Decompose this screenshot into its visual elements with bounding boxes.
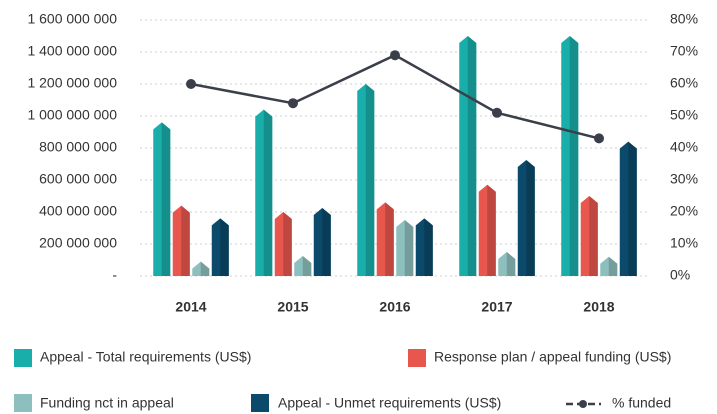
bar-shade	[302, 256, 312, 276]
y2-tick-label: 10%	[670, 235, 698, 251]
legend-label: % funded	[612, 395, 671, 411]
y-tick-label: 600 000 000	[39, 171, 117, 187]
y-tick-label: 400 000 000	[39, 203, 117, 219]
y-tick-label: 1 200 000 000	[27, 75, 117, 91]
bar-shade	[220, 218, 229, 276]
bar-shade	[200, 261, 210, 276]
legend-swatch	[14, 394, 32, 412]
y-tick-label: 1 400 000 000	[27, 43, 117, 59]
legend-dot	[579, 400, 587, 408]
y-tick-label: 200 000 000	[39, 235, 117, 251]
legend-label: Appeal - Unmet requirements (US$)	[278, 395, 501, 411]
bar-shade	[263, 109, 273, 276]
legend-swatch	[14, 349, 32, 367]
x-tick-label: 2014	[175, 299, 206, 315]
bar-shade	[608, 256, 618, 276]
legend-label: Appeal - Total requirements (US$)	[40, 349, 251, 365]
legend-label: Response plan / appeal funding (US$)	[434, 349, 671, 365]
y-tick-label: 1 000 000 000	[27, 107, 117, 123]
y2-tick-label: 0%	[670, 267, 690, 283]
x-tick-label: 2018	[583, 299, 614, 315]
bar-shade	[322, 208, 331, 276]
bar-shade	[506, 252, 516, 276]
bar-shade	[526, 160, 535, 276]
y2-tick-label: 20%	[670, 203, 698, 219]
x-tick-label: 2017	[481, 299, 512, 315]
y-tick-label: 1 600 000 000	[27, 11, 117, 27]
legend-swatch	[251, 394, 269, 412]
line	[190, 53, 600, 140]
bar-shade	[467, 36, 477, 276]
bar-shade	[487, 184, 496, 276]
y-tick-label: -	[112, 267, 117, 283]
legend-swatch	[408, 349, 426, 367]
y2-tick-label: 70%	[670, 43, 698, 59]
bar-shade	[628, 141, 637, 276]
legend: Appeal - Total requirements (US$) Respon…	[14, 349, 671, 412]
line-point	[390, 50, 400, 61]
bar-shade	[589, 196, 598, 276]
bar-shade	[365, 84, 375, 276]
line-point	[288, 98, 298, 109]
y-tick-label: 800 000 000	[39, 139, 117, 155]
bar-shade	[283, 212, 292, 276]
y2-tick-label: 50%	[670, 107, 698, 123]
bar-shade	[424, 218, 433, 276]
bar-shade	[181, 205, 190, 276]
x-tick-label: 2015	[277, 299, 308, 315]
bar-shade	[404, 220, 414, 276]
line-point	[492, 107, 502, 118]
x-tick-label: 2016	[379, 299, 410, 315]
bar-shade	[569, 36, 579, 276]
bar-shade	[385, 202, 394, 276]
y2-tick-label: 30%	[670, 171, 698, 187]
y2-tick-label: 80%	[670, 11, 698, 27]
line-point	[186, 79, 196, 89]
y2-tick-label: 40%	[670, 139, 698, 155]
y2-tick-label: 60%	[670, 75, 698, 91]
line-point	[594, 133, 604, 144]
bar-shade	[161, 122, 171, 277]
legend-label: Funding nct in appeal	[40, 395, 174, 411]
